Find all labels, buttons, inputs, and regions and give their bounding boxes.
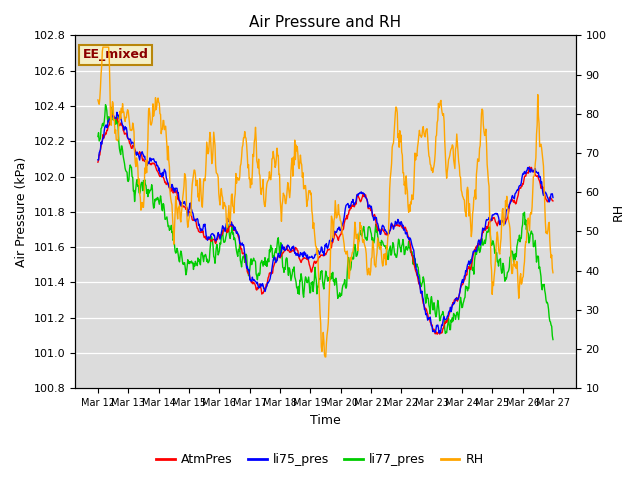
Text: EE_mixed: EE_mixed	[83, 48, 148, 61]
Y-axis label: Air Pressure (kPa): Air Pressure (kPa)	[15, 156, 28, 267]
Title: Air Pressure and RH: Air Pressure and RH	[250, 15, 401, 30]
X-axis label: Time: Time	[310, 414, 341, 427]
Legend: AtmPres, li75_pres, li77_pres, RH: AtmPres, li75_pres, li77_pres, RH	[152, 448, 488, 471]
Y-axis label: RH: RH	[612, 203, 625, 221]
